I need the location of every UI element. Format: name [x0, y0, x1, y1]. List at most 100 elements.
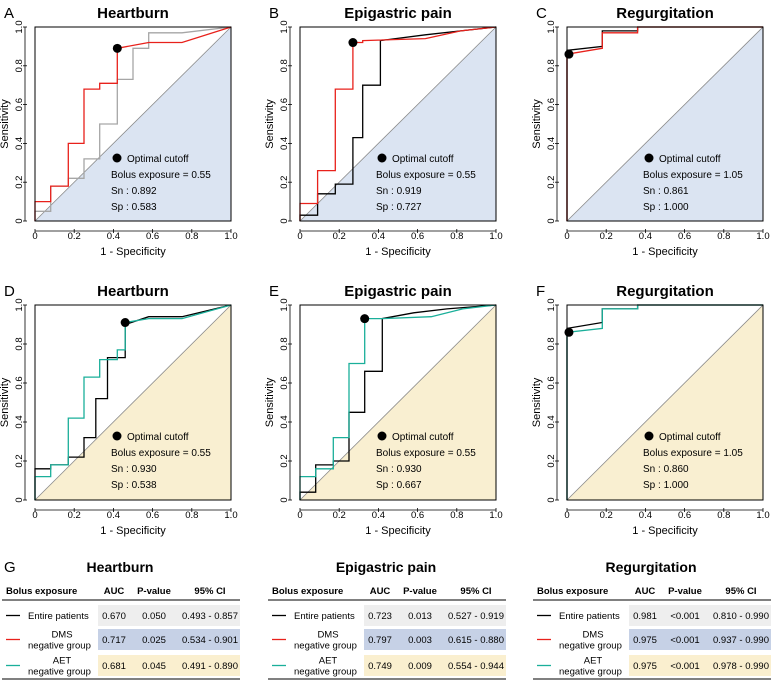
- roc-panel-c: C Regurgitation 0 0 0.2 0.2 0.4 0.4 0.6 0.6 0.8 0.8…: [531, 5, 770, 258]
- x-tick-label: 0.2: [333, 231, 346, 242]
- y-tick-label: 0: [14, 497, 25, 502]
- annotation-line: Sp : 1.000: [643, 202, 689, 213]
- y-tick-label: 0.2: [279, 454, 290, 467]
- roc-curve-entire: [299, 26, 497, 221]
- legend-marker: [112, 153, 122, 163]
- plot-frame: [299, 304, 497, 501]
- column-header: AUC: [104, 586, 125, 597]
- x-tick-label: 1.0: [224, 510, 237, 521]
- x-tick-label: 0: [32, 510, 37, 521]
- row-background: [364, 629, 506, 650]
- auc-value: 0.975: [633, 661, 657, 672]
- annotation-line: Sp : 1.000: [643, 480, 689, 491]
- annotation-line: Bolus exposure = 0.55: [376, 448, 476, 459]
- roc-panel-b: B Epigastric pain 0 0 0.2 0.2 0.4 0.4 0.6 0.6 0.8 0…: [264, 5, 503, 258]
- ci-value: 0.615 - 0.880: [448, 635, 504, 646]
- column-header: AUC: [370, 586, 391, 597]
- panel-letter: F: [536, 283, 545, 300]
- reference-diagonal: [566, 304, 764, 501]
- annotation-label: Optimal cutoff: [392, 154, 454, 165]
- annotation-line: Bolus exposure = 0.55: [376, 170, 476, 181]
- legend-marker: [377, 431, 387, 441]
- y-tick-label: 0.8: [279, 59, 290, 72]
- roc-panel-e: E Epigastric pain 0 0 0.2 0.2 0.4 0.4 0.6 0.6 0.8 0…: [264, 283, 503, 537]
- column-header: 95% CI: [194, 586, 225, 597]
- row-background: [629, 629, 771, 650]
- x-tick-label: 0.2: [333, 510, 346, 521]
- x-axis-label: 1 - Specificity: [632, 246, 698, 258]
- x-tick-label: 1.0: [224, 231, 237, 242]
- row-background: [364, 605, 506, 626]
- row-background: [629, 605, 771, 626]
- p-value: 0.009: [408, 661, 432, 672]
- x-tick-label: 0: [32, 231, 37, 242]
- x-tick-label: 0: [564, 231, 569, 242]
- x-tick-label: 1.0: [756, 510, 769, 521]
- roc-panel-a: A Heartburn 0 0 0.2 0.2 0.4 0.4 0.6 0.6 0.8 0.8 1.0 1…: [0, 5, 238, 258]
- x-tick-label: 0.8: [185, 510, 198, 521]
- annotation-line: Sn : 0.892: [111, 186, 157, 197]
- x-axis-label: 1 - Specificity: [100, 525, 166, 537]
- y-tick-label: 0.4: [279, 137, 290, 150]
- y-tick-label: 0.2: [14, 454, 25, 467]
- y-tick-label: 0.4: [14, 137, 25, 150]
- y-tick-label: 0.4: [279, 415, 290, 428]
- annotation-line: Bolus exposure = 0.55: [111, 170, 211, 181]
- y-tick-label: 0.2: [279, 176, 290, 189]
- roc-curve-dms: [34, 26, 232, 221]
- p-value: 0.003: [408, 635, 432, 646]
- x-tick-label: 0.2: [600, 510, 613, 521]
- x-tick-label: 0.4: [639, 510, 652, 521]
- row-group-label: Entire patients: [294, 611, 355, 622]
- column-header: P-value: [668, 586, 702, 597]
- table-title: Epigastric pain: [336, 559, 436, 575]
- table-title: Heartburn: [87, 559, 154, 575]
- y-tick-label: 0.6: [14, 376, 25, 389]
- plot-frame: [299, 26, 497, 222]
- x-axis-label: 1 - Specificity: [100, 246, 166, 258]
- y-tick-label: 0.8: [546, 59, 557, 72]
- y-tick-label: 0.2: [546, 454, 557, 467]
- x-tick-label: 0.6: [411, 510, 424, 521]
- x-tick-label: 0.4: [639, 231, 652, 242]
- y-tick-label: 0.4: [546, 137, 557, 150]
- annotation-line: Sp : 0.667: [376, 480, 422, 491]
- row-group-label: negative group: [28, 641, 91, 652]
- auc-value: 0.717: [102, 635, 126, 646]
- optimal-point: [564, 49, 574, 59]
- x-axis-label: 1 - Specificity: [365, 246, 431, 258]
- auc-value: 0.797: [368, 635, 392, 646]
- y-tick-label: 0.6: [279, 98, 290, 111]
- auc-value: 0.981: [633, 611, 657, 622]
- y-tick-label: 0: [14, 218, 25, 223]
- auc-value: 0.749: [368, 661, 392, 672]
- x-tick-label: 0.6: [146, 510, 159, 521]
- results-table-2: Epigastric pain Bolus exposure AUC P-value 9…: [268, 559, 506, 680]
- panel-letter: C: [536, 5, 547, 22]
- row-group-label: AET: [584, 656, 603, 667]
- row-group-label: negative group: [559, 667, 622, 678]
- x-tick-label: 0.6: [678, 231, 691, 242]
- roc-curve-aet: [299, 304, 497, 500]
- y-tick-label: 0.6: [14, 98, 25, 111]
- annotation-label: Optimal cutoff: [659, 432, 721, 443]
- x-tick-label: 0.4: [107, 510, 120, 521]
- column-header: AUC: [635, 586, 656, 597]
- annotation-label: Optimal cutoff: [127, 154, 189, 165]
- panel-letter: B: [269, 5, 279, 22]
- y-axis-label: Sensitivity: [0, 377, 11, 427]
- y-tick-label: 0: [279, 497, 290, 502]
- panel-title: Heartburn: [97, 5, 169, 22]
- y-tick-label: 0.6: [546, 98, 557, 111]
- p-value: 0.045: [142, 661, 166, 672]
- ci-value: 0.534 - 0.901: [182, 635, 238, 646]
- row-group-label: negative group: [294, 667, 357, 678]
- roc-curve-dms: [299, 26, 497, 221]
- auc-value: 0.975: [633, 635, 657, 646]
- legend-marker: [644, 153, 654, 163]
- x-tick-label: 0: [297, 510, 302, 521]
- y-tick-label: 0.8: [279, 337, 290, 350]
- y-axis-label: Sensitivity: [0, 99, 11, 149]
- annotation-line: Sn : 0.861: [643, 186, 689, 197]
- optimal-point: [120, 318, 130, 328]
